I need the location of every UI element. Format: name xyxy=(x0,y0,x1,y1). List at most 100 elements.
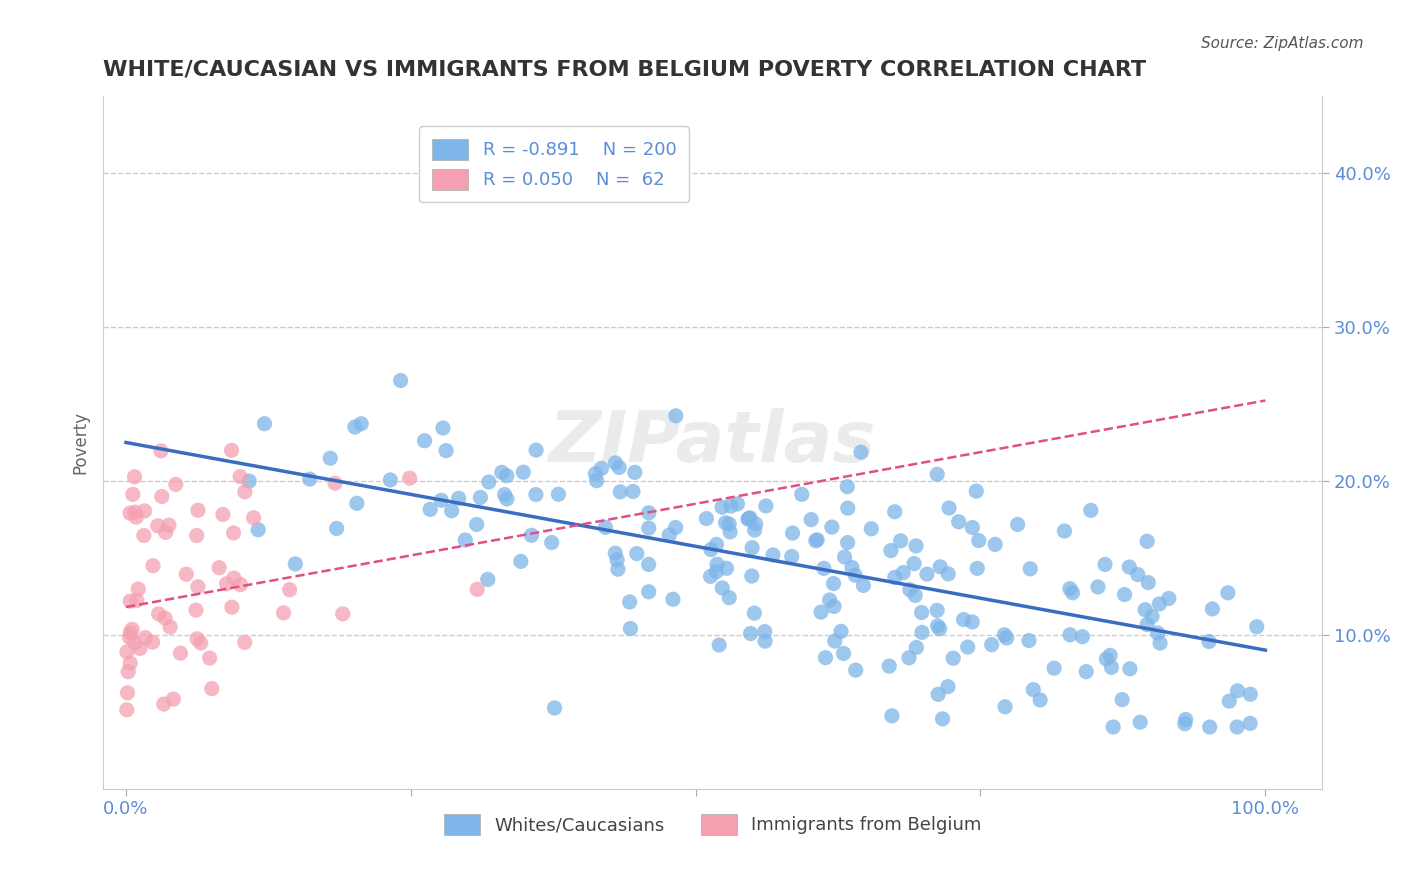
Point xyxy=(823,599,845,614)
Point xyxy=(509,554,531,568)
Point xyxy=(948,515,970,529)
Point xyxy=(942,651,965,665)
Point xyxy=(824,634,846,648)
Point xyxy=(117,686,139,700)
Point xyxy=(1149,597,1171,611)
Point xyxy=(1099,660,1122,674)
Point xyxy=(605,546,627,560)
Point xyxy=(222,526,245,541)
Point xyxy=(754,634,776,648)
Point xyxy=(127,582,149,596)
Point xyxy=(845,663,868,677)
Point xyxy=(718,524,741,539)
Point xyxy=(273,606,295,620)
Point xyxy=(832,647,855,661)
Point xyxy=(346,496,368,510)
Point xyxy=(585,474,607,488)
Y-axis label: Poverty: Poverty xyxy=(72,411,89,474)
Point xyxy=(155,525,177,540)
Point xyxy=(1174,716,1197,731)
Point xyxy=(496,491,519,506)
Point xyxy=(491,466,513,480)
Point xyxy=(380,473,402,487)
Point xyxy=(849,445,872,459)
Point xyxy=(323,476,346,491)
Point xyxy=(1157,591,1180,606)
Point xyxy=(186,528,208,542)
Point xyxy=(860,522,883,536)
Point xyxy=(146,518,169,533)
Point xyxy=(212,508,235,522)
Point xyxy=(821,520,844,534)
Point xyxy=(512,465,534,479)
Point xyxy=(153,611,176,625)
Text: WHITE/CAUCASIAN VS IMMIGRANTS FROM BELGIUM POVERTY CORRELATION CHART: WHITE/CAUCASIAN VS IMMIGRANTS FROM BELGI… xyxy=(103,60,1146,79)
Point xyxy=(621,484,644,499)
Point xyxy=(1099,648,1122,663)
Point xyxy=(1198,634,1220,648)
Point xyxy=(1053,524,1076,538)
Point xyxy=(465,517,488,532)
Point xyxy=(187,503,209,517)
Point xyxy=(637,521,659,535)
Point xyxy=(1129,715,1152,730)
Point xyxy=(117,665,139,679)
Point xyxy=(891,566,914,580)
Point xyxy=(169,646,191,660)
Point xyxy=(253,417,276,431)
Point xyxy=(903,557,925,571)
Point xyxy=(413,434,436,448)
Point xyxy=(936,680,959,694)
Point xyxy=(800,513,823,527)
Point xyxy=(755,499,778,513)
Point xyxy=(1246,620,1268,634)
Point xyxy=(905,640,928,655)
Point xyxy=(278,582,301,597)
Point xyxy=(121,487,143,501)
Point xyxy=(707,638,730,652)
Point xyxy=(699,569,721,583)
Point xyxy=(711,581,734,595)
Point xyxy=(952,613,974,627)
Point xyxy=(233,635,256,649)
Point xyxy=(738,511,761,525)
Point xyxy=(804,533,827,548)
Point xyxy=(190,636,212,650)
Point xyxy=(897,650,920,665)
Point xyxy=(619,622,641,636)
Point xyxy=(1080,503,1102,517)
Point xyxy=(233,484,256,499)
Point xyxy=(221,443,243,458)
Point xyxy=(1133,603,1156,617)
Point xyxy=(790,487,813,501)
Point xyxy=(1019,562,1042,576)
Point xyxy=(1218,694,1240,708)
Point xyxy=(121,623,143,637)
Point xyxy=(332,607,354,621)
Text: ZIPatlas: ZIPatlas xyxy=(548,408,876,477)
Point xyxy=(115,645,138,659)
Point xyxy=(741,541,763,555)
Point xyxy=(1226,720,1249,734)
Point xyxy=(911,625,934,640)
Point xyxy=(626,547,648,561)
Point xyxy=(1118,560,1140,574)
Point xyxy=(132,528,155,542)
Point xyxy=(1059,582,1081,596)
Point xyxy=(980,638,1002,652)
Point xyxy=(494,487,516,501)
Point xyxy=(806,533,828,547)
Point xyxy=(810,605,832,619)
Point xyxy=(606,553,628,567)
Point xyxy=(242,510,264,524)
Point xyxy=(434,443,457,458)
Point xyxy=(904,588,927,602)
Point xyxy=(995,631,1018,645)
Point xyxy=(607,460,630,475)
Point xyxy=(741,569,763,583)
Point xyxy=(993,628,1015,642)
Point xyxy=(744,523,766,537)
Point xyxy=(665,409,688,423)
Point xyxy=(830,624,852,639)
Point xyxy=(162,692,184,706)
